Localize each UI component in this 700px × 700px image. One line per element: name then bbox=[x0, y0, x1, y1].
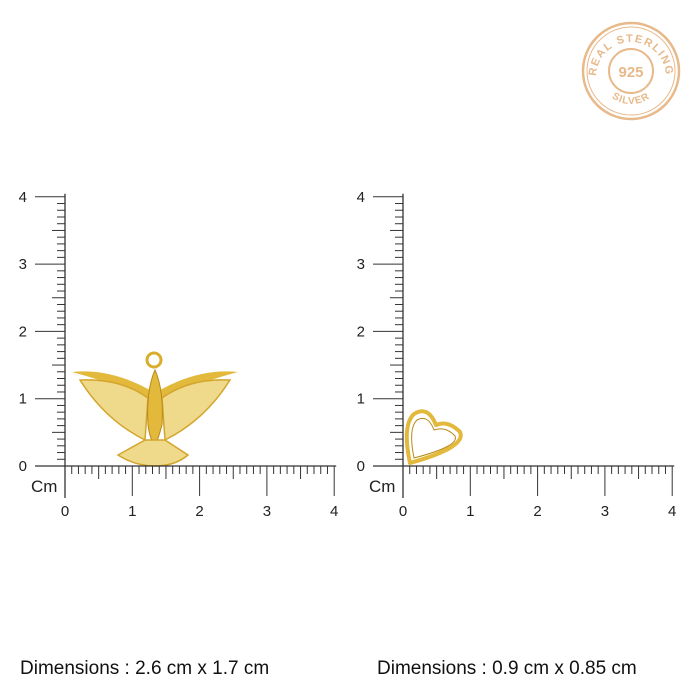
unit-label: Cm bbox=[31, 477, 57, 496]
y-tick-label: 2 bbox=[357, 323, 365, 340]
x-tick-label: 0 bbox=[61, 503, 69, 520]
x-tick-label: 2 bbox=[195, 503, 203, 520]
x-tick-label: 3 bbox=[601, 503, 609, 520]
x-tick-label: 2 bbox=[533, 503, 541, 520]
svg-text:925: 925 bbox=[618, 64, 643, 81]
y-tick-label: 2 bbox=[19, 323, 27, 340]
y-tick-label: 1 bbox=[19, 391, 27, 408]
bird-pendant bbox=[72, 351, 238, 467]
ruler-2: 0 1 2 3 4 0 1 2 3 4 Cm bbox=[357, 189, 677, 520]
y-tick-label: 0 bbox=[357, 458, 365, 475]
x-tick-label: 1 bbox=[128, 503, 136, 520]
y-tick-label: 4 bbox=[19, 189, 27, 206]
x-tick-label: 0 bbox=[399, 503, 407, 520]
ruler-1: 0 1 2 3 4 0 1 2 3 4 Cm bbox=[19, 189, 339, 520]
y-tick-label: 3 bbox=[19, 256, 27, 273]
heart-charm bbox=[404, 409, 463, 465]
dimensions-label-heart: Dimensions : 0.9 cm x 0.85 cm bbox=[377, 658, 637, 679]
y-tick-label: 1 bbox=[357, 391, 365, 408]
unit-label: Cm bbox=[369, 477, 395, 496]
x-tick-label: 4 bbox=[330, 503, 338, 520]
dimensions-label-bird: Dimensions : 2.6 cm x 1.7 cm bbox=[20, 658, 270, 679]
sterling-silver-badge: REAL STERLING SILVER 925 bbox=[581, 21, 681, 121]
y-tick-label: 4 bbox=[357, 189, 365, 206]
svg-text:SILVER: SILVER bbox=[610, 91, 652, 107]
x-tick-label: 1 bbox=[466, 503, 474, 520]
x-tick-label: 4 bbox=[668, 503, 676, 520]
y-tick-label: 3 bbox=[357, 256, 365, 273]
y-tick-label: 0 bbox=[19, 458, 27, 475]
x-tick-label: 3 bbox=[263, 503, 271, 520]
